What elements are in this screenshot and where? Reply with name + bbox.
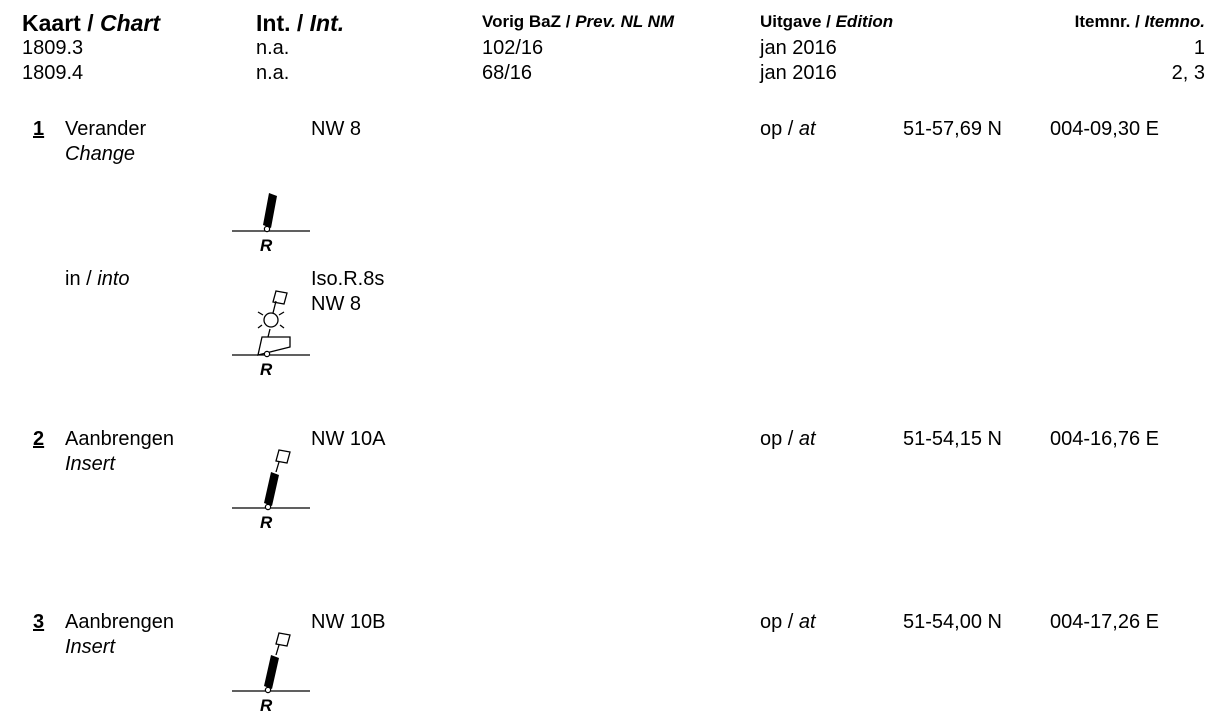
item-2-lat: 51-54,15 N (903, 428, 1002, 450)
item-1-action-en: Change (65, 143, 136, 165)
item-1-name: NW 8 (311, 118, 361, 140)
header-itemno: Itemnr. / Itemno. (1075, 12, 1205, 32)
chart-row-2-prev: 68/16 (482, 62, 533, 84)
item-3-at: op / at (760, 611, 816, 634)
header-chart-en: Chart (99, 10, 161, 36)
spar-buoy-topmark-icon: R (232, 632, 310, 715)
item-2-action-nl: Aanbrengen (65, 428, 174, 450)
item-1-into-nl: in / (65, 268, 98, 290)
chart-row-1-items: 1 (1193, 37, 1205, 59)
item-3-number: 3 (33, 611, 45, 633)
item-1-number: 1 (33, 118, 45, 140)
symbol-letter: R (260, 513, 273, 532)
symbol-letter: R (260, 360, 273, 379)
item-1-lat: 51-57,69 N (903, 118, 1002, 140)
item-1-at-en: at (798, 118, 816, 140)
item-2-action-en: Insert (65, 453, 116, 475)
header-int-en: Int. (309, 10, 345, 36)
item-2-at-en: at (798, 428, 816, 450)
symbol-letter: R (260, 236, 273, 255)
item-3-action-nl: Aanbrengen (65, 611, 174, 633)
item-1-at-nl: op / (760, 118, 799, 140)
item-1-into-light: Iso.R.8s (311, 268, 385, 290)
symbol-letter: R (260, 696, 273, 715)
item-1-lon: 004-09,30 E (1050, 118, 1159, 140)
item-1-into-en: into (97, 268, 130, 290)
header-prev-nl: Vorig BaZ / (482, 12, 576, 31)
chart-row-2-edition: jan 2016 (760, 62, 837, 84)
header-int: Int. / Int. (256, 10, 344, 37)
chart-row-1-edition: jan 2016 (760, 37, 837, 59)
item-3-at-nl: op / (760, 611, 799, 633)
item-3-action-en: Insert (65, 636, 116, 658)
item-1-at: op / at (760, 118, 816, 141)
chart-row-1-chart: 1809.3 (22, 37, 84, 59)
item-3-lat: 51-54,00 N (903, 611, 1002, 633)
header-itemno-nl: Itemnr. / (1074, 12, 1145, 31)
item-1-into-label: in / into (65, 268, 130, 291)
item-3-lon: 004-17,26 E (1050, 611, 1159, 633)
lighted-buoy-icon: R (232, 290, 310, 379)
item-2-at-nl: op / (760, 428, 799, 450)
header-itemno-en: Itemno. (1144, 12, 1205, 31)
chart-row-1-prev: 102/16 (482, 37, 544, 59)
item-2-number: 2 (33, 428, 45, 450)
header-edition-en: Edition (835, 12, 894, 31)
header-int-nl: Int. / (256, 10, 310, 36)
item-1-into-name: NW 8 (311, 293, 361, 315)
chart-row-2-items: 2, 3 (1171, 62, 1205, 84)
header-prev: Vorig BaZ / Prev. NL NM (482, 12, 674, 32)
spar-buoy-icon: R (232, 193, 310, 255)
header-chart: Kaart / Chart (22, 10, 160, 37)
header-edition: Uitgave / Edition (760, 12, 893, 32)
chart-row-2-int: n.a. (256, 62, 290, 84)
item-3-name: NW 10B (311, 611, 386, 633)
chart-row-2-chart: 1809.4 (22, 62, 84, 84)
header-edition-nl: Uitgave / (760, 12, 836, 31)
header-chart-nl: Kaart / (22, 10, 100, 36)
item-1-action-nl: Verander (65, 118, 147, 140)
item-2-at: op / at (760, 428, 816, 451)
item-2-lon: 004-16,76 E (1050, 428, 1159, 450)
item-2-name: NW 10A (311, 428, 386, 450)
spar-buoy-topmark-icon: R (232, 449, 310, 532)
chart-row-1-int: n.a. (256, 37, 290, 59)
header-prev-en: Prev. NL NM (575, 12, 675, 31)
item-3-at-en: at (798, 611, 816, 633)
